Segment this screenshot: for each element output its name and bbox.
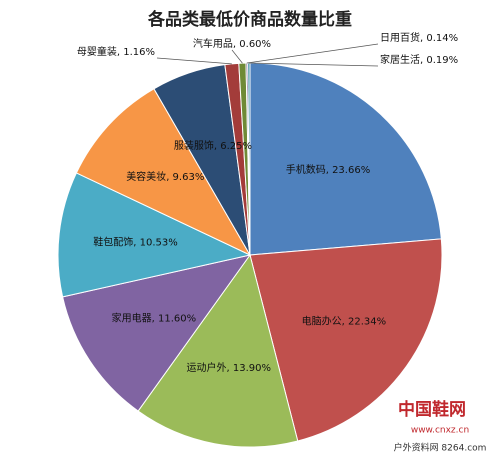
label-separator: ,: [420, 55, 426, 66]
value-label: 0.19%: [426, 55, 458, 66]
label-separator: ,: [152, 314, 158, 325]
category-label: 鞋包配饰: [93, 235, 133, 248]
watermark-logo: 中国鞋网: [398, 399, 466, 420]
value-label: 13.90%: [233, 363, 271, 374]
label-separator: ,: [133, 237, 139, 248]
category-label: 服装服饰: [174, 139, 214, 152]
data-label: 日用百货, 0.14%: [380, 31, 458, 44]
pie-slice: [249, 238, 443, 442]
data-label: 家居生活, 0.19%: [380, 53, 458, 66]
watermark-site: 户外资料网 8264.com: [394, 442, 487, 454]
data-label: 美容美妆, 9.63%: [126, 170, 204, 183]
pie-slice: [137, 253, 299, 448]
label-separator: ,: [166, 172, 172, 183]
category-label: 电脑办公: [302, 315, 342, 328]
value-label: 23.66%: [332, 165, 370, 176]
data-label: 鞋包配饰, 10.53%: [93, 235, 178, 248]
data-label: 手机数码, 23.66%: [286, 163, 371, 176]
category-label: 日用百货: [380, 31, 420, 44]
category-label: 运动户外: [187, 361, 227, 374]
category-label: 家用电器: [112, 312, 152, 325]
label-separator: ,: [420, 33, 426, 44]
data-label: 母婴童装, 1.16%: [77, 45, 155, 58]
value-label: 10.53%: [140, 237, 178, 248]
data-label: 电脑办公, 22.34%: [302, 315, 387, 328]
category-label: 手机数码: [286, 163, 326, 176]
value-label: 6.25%: [220, 141, 252, 152]
leader-line: [246, 43, 379, 64]
category-label: 母婴童装: [77, 45, 117, 58]
pie-slice: [62, 254, 252, 412]
value-label: 0.14%: [426, 33, 458, 44]
value-label: 1.16%: [123, 47, 155, 58]
chart-title: 各品类最低价商品数量比重: [147, 9, 352, 30]
label-separator: ,: [214, 141, 220, 152]
data-label: 汽车用品, 0.60%: [193, 37, 271, 50]
value-label: 11.60%: [158, 314, 196, 325]
value-label: 22.34%: [348, 317, 386, 328]
leader-line: [248, 62, 379, 67]
pie-slice: [249, 62, 442, 256]
label-separator: ,: [227, 363, 233, 374]
data-label: 家用电器, 11.60%: [112, 312, 197, 325]
pie-slice: [75, 88, 252, 257]
data-label: 服装服饰, 6.25%: [174, 139, 252, 152]
label-separator: ,: [326, 165, 332, 176]
pie-slice: [57, 172, 252, 298]
category-label: 汽车用品: [193, 37, 233, 50]
value-label: 0.60%: [239, 39, 271, 50]
label-separator: ,: [117, 47, 123, 58]
label-separator: ,: [233, 39, 239, 50]
category-label: 美容美妆: [126, 170, 166, 183]
leader-line: [156, 57, 232, 65]
data-label: 运动户外, 13.90%: [187, 361, 272, 374]
leader-line: [231, 49, 243, 64]
category-label: 家居生活: [380, 53, 420, 66]
watermark-url: www.cnxz.cn: [411, 426, 469, 436]
label-separator: ,: [342, 317, 348, 328]
value-label: 9.63%: [173, 172, 205, 183]
